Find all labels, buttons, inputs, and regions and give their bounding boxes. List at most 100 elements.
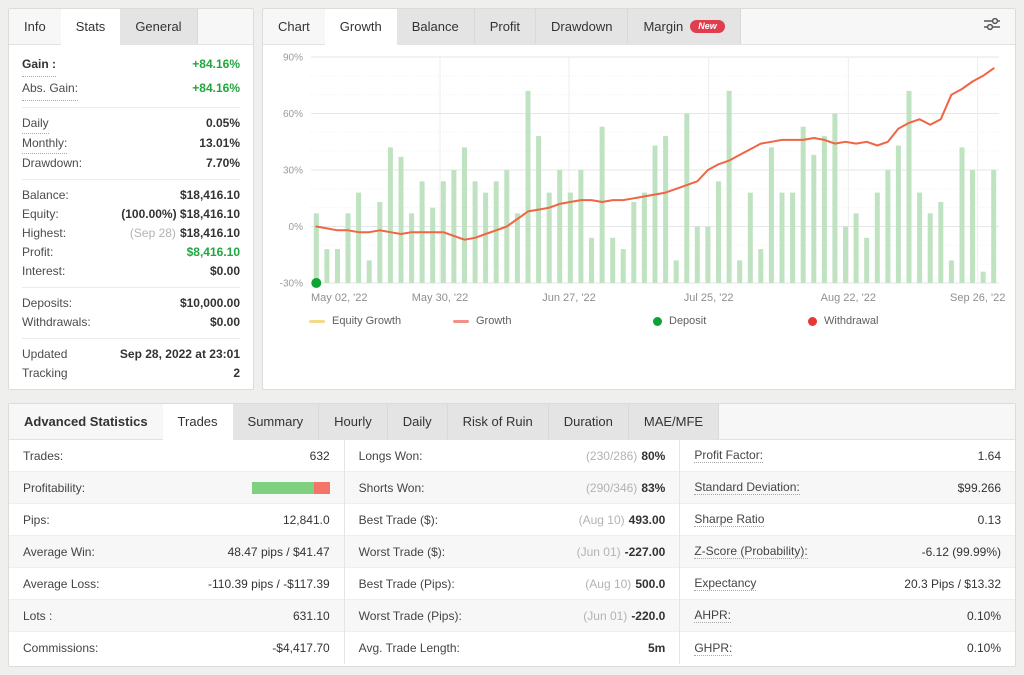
stat-value: 12,841.0	[283, 513, 330, 527]
stat-label: Drawdown:	[22, 154, 82, 173]
stat-label: Commissions:	[23, 641, 98, 655]
stat-row-interest: Interest: $0.00	[22, 262, 240, 281]
stat-label: Average Loss:	[23, 577, 100, 591]
stat-value: +84.16%	[192, 53, 240, 76]
stat-value: $0.00	[210, 262, 240, 281]
stats-column-1: Trades:632Profitability:Pips:12,841.0Ave…	[9, 440, 344, 664]
stat-value: $18,416.10	[180, 186, 240, 205]
stat-label[interactable]: Z-Score (Probability):	[694, 544, 807, 559]
stat-label: Trades:	[23, 449, 63, 463]
stat-row-gain: Gain : +84.16%	[22, 53, 240, 77]
stats-tab-mae-mfe[interactable]: MAE/MFE	[629, 404, 719, 439]
chart-tab-profit[interactable]: Profit	[475, 9, 536, 44]
chart-tab-bar: Chart Growth Balance Profit DrawdownMarginNe…	[263, 9, 1015, 45]
svg-text:Sep 26, '22: Sep 26, '22	[950, 292, 1005, 304]
stat-label[interactable]: AHPR:	[694, 608, 731, 623]
stat-value: (100.00%) $18,416.10	[121, 205, 240, 224]
info-tab-bar: Info Stats General	[9, 9, 253, 45]
stat-label: Tracking	[22, 364, 68, 383]
legend-item-deposit[interactable]: Deposit	[653, 315, 706, 327]
chart-tab-chart[interactable]: Chart	[263, 9, 325, 44]
growth-chart[interactable]: 90%60%30%0%-30%May 02, '22May 30, '22Jun…	[263, 45, 1015, 307]
chart-settings-button[interactable]	[969, 9, 1015, 44]
stat-row-tracking: Tracking 2	[22, 364, 240, 383]
tab-label: Daily	[403, 414, 432, 429]
stat-row-average-loss: Average Loss: -110.39 pips / -$117.39	[9, 568, 344, 600]
stat-label[interactable]: Daily	[22, 114, 49, 134]
stat-row-standard-deviation: Standard Deviation: $99.266	[680, 472, 1015, 504]
profitability-bar[interactable]	[252, 482, 330, 494]
chart-tab-drawdown[interactable]: Drawdown	[536, 9, 628, 44]
stat-label[interactable]: Monthly:	[22, 134, 67, 154]
stat-row-monthly: Monthly:13.01%	[22, 134, 240, 154]
stat-label[interactable]: GHPR:	[694, 641, 732, 656]
legend-label: Deposit	[669, 315, 706, 327]
stats-tab-duration[interactable]: Duration	[549, 404, 629, 439]
stat-value-main: 12,841.0	[283, 513, 330, 527]
stat-row-longs-won: Longs Won:(230/286)80%	[345, 440, 680, 472]
tab-label: Profit	[490, 19, 520, 34]
stat-label[interactable]: Expectancy	[694, 576, 756, 591]
stat-row-pips: Pips:12,841.0	[9, 504, 344, 536]
stat-value: 632	[310, 449, 330, 463]
stat-value: 48.47 pips / $41.47	[228, 545, 330, 559]
stat-value: Sep 28, 2022 at 23:01	[120, 345, 240, 364]
tab-label: Balance	[412, 19, 459, 34]
stat-value: (Aug 10)500.0	[585, 577, 665, 591]
tab-label: Growth	[340, 19, 382, 34]
legend-item-equity-growth[interactable]: Equity Growth	[309, 315, 401, 327]
chart-tab-growth[interactable]: Growth	[325, 9, 397, 44]
stat-value: (Jun 01)-220.0	[583, 609, 665, 623]
stat-label[interactable]: Abs. Gain:	[22, 77, 78, 101]
stat-value: (Jun 01)-227.00	[577, 545, 666, 559]
stat-value: 7.70%	[206, 154, 240, 173]
stat-value-main: -$4,417.70	[272, 641, 329, 655]
stat-value: -6.12 (99.99%)	[922, 545, 1001, 559]
stat-value: (290/346)83%	[586, 481, 665, 495]
stat-row-shorts-won: Shorts Won:(290/346)83%	[345, 472, 680, 504]
stat-value: 2	[233, 364, 240, 383]
stats-tab-hourly[interactable]: Hourly	[319, 404, 388, 439]
stat-label: Worst Trade ($):	[359, 545, 445, 559]
stat-value: -110.39 pips / -$117.39	[208, 577, 330, 591]
stat-value: 0.05%	[206, 114, 240, 133]
info-tab-info[interactable]: Info	[9, 9, 61, 44]
legend-item-growth[interactable]: Growth	[453, 315, 511, 327]
chart-tab-balance[interactable]: Balance	[397, 9, 475, 44]
stats-tab-trades[interactable]: Trades	[163, 404, 233, 439]
stat-label: Lots :	[23, 609, 52, 623]
stat-label: Best Trade ($):	[359, 513, 438, 527]
stat-value: $8,416.10	[187, 243, 240, 262]
sliders-icon	[981, 13, 1003, 40]
legend-equity-growth-swatch	[309, 320, 325, 323]
stat-value-main: 20.3 Pips / $13.32	[904, 577, 1001, 591]
tab-label: Stats	[76, 19, 106, 34]
stat-label[interactable]: Gain :	[22, 53, 56, 77]
legend-item-withdrawal[interactable]: Withdrawal	[808, 315, 878, 327]
stats-tab-summary[interactable]: Summary	[233, 404, 320, 439]
stat-label: Longs Won:	[359, 449, 423, 463]
stat-label[interactable]: Profit Factor:	[694, 448, 763, 463]
stats-column-2: Longs Won:(230/286)80%Shorts Won:(290/34…	[344, 440, 680, 664]
stat-value-note: (Sep 28)	[130, 226, 176, 240]
chart-legend: Equity Growth Growth Deposit Withdrawal	[263, 309, 1015, 339]
chart-tab-margin[interactable]: MarginNew	[628, 9, 740, 44]
svg-text:30%: 30%	[283, 166, 303, 177]
tab-label: Margin	[643, 19, 683, 34]
stat-row-sharpe-ratio: Sharpe Ratio0.13	[680, 504, 1015, 536]
trades-statistics-table: Trades:632Profitability:Pips:12,841.0Ave…	[9, 440, 1015, 664]
info-tab-stats[interactable]: Stats	[61, 9, 121, 44]
stats-tab-daily[interactable]: Daily	[388, 404, 448, 439]
stat-value: $99.266	[958, 481, 1001, 495]
info-tab-general[interactable]: General	[120, 9, 197, 44]
growth-chart-panel: Chart Growth Balance Profit DrawdownMarginNe…	[262, 8, 1016, 390]
stat-label: Profit:	[22, 243, 53, 262]
stats-tab-risk-of-ruin[interactable]: Risk of Ruin	[448, 404, 549, 439]
profitability-bar-lost	[314, 482, 330, 494]
stat-value: 1.64	[978, 449, 1001, 463]
stat-value-main: -6.12 (99.99%)	[922, 545, 1001, 559]
stat-label: Interest:	[22, 262, 65, 281]
stat-label[interactable]: Sharpe Ratio	[694, 512, 764, 527]
stat-row-best-trade: Best Trade ($):(Aug 10)493.00	[345, 504, 680, 536]
stat-label[interactable]: Standard Deviation:	[694, 480, 799, 495]
